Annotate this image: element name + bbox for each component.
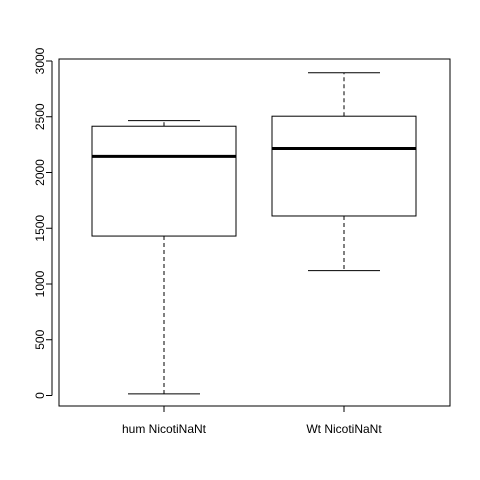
y-tick-label: 0	[33, 392, 47, 399]
y-tick-label: 1000	[33, 270, 47, 297]
boxes	[91, 72, 417, 395]
x-axis: hum NicotiNaNt Wt NicotiNaNt	[122, 405, 382, 436]
y-tick-label: 2000	[33, 159, 47, 186]
iqr-box	[271, 115, 417, 217]
y-tick-label: 2500	[33, 103, 47, 130]
y-tick-label: 1500	[33, 215, 47, 242]
y-tick-label: 3000	[33, 47, 47, 74]
x-tick-label: hum NicotiNaNt	[122, 422, 207, 436]
y-tick-label: 500	[33, 329, 47, 349]
y-axis: 0 500 1000 1500 2000 2500 3000	[33, 47, 53, 399]
iqr-box	[91, 125, 237, 237]
box-1	[91, 120, 237, 395]
box-2	[271, 72, 417, 272]
x-tick-label: Wt NicotiNaNt	[306, 422, 382, 436]
